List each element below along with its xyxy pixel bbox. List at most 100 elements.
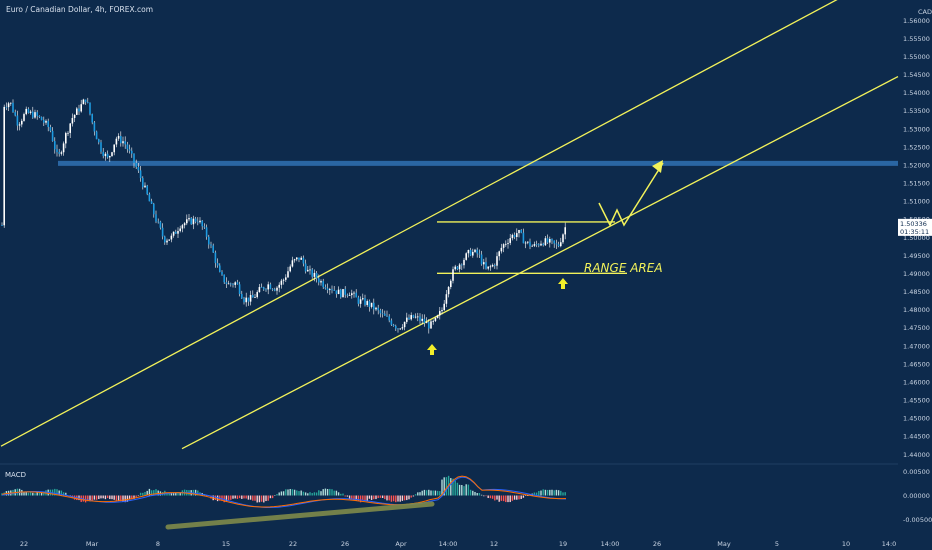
candle-body	[302, 257, 305, 264]
candle-body	[555, 243, 558, 245]
candle-body	[436, 315, 439, 318]
macd-histogram-bar	[348, 495, 351, 499]
candle-body	[289, 266, 291, 272]
candle-body	[29, 111, 32, 113]
candle-body	[353, 292, 355, 294]
candle-body	[164, 236, 166, 243]
macd-histogram-bar	[516, 495, 518, 500]
candle-body	[263, 287, 265, 290]
macd-histogram-bar	[465, 484, 467, 496]
macd-histogram-bar	[441, 479, 443, 496]
candle-body	[320, 281, 322, 283]
macd-histogram-bar	[1, 493, 3, 496]
candle-body	[269, 284, 272, 289]
macd-histogram-bar	[135, 495, 137, 497]
macd-histogram-bar	[106, 495, 109, 499]
candle-body	[192, 218, 195, 225]
candle-body	[80, 104, 82, 112]
candle-body	[397, 328, 399, 330]
signal-line	[1, 475, 567, 508]
candle-body	[408, 317, 410, 320]
macd-histogram-bar	[274, 495, 276, 496]
macd-histogram-bar	[386, 495, 388, 501]
candle-body	[65, 133, 67, 144]
macd-histogram-bar	[95, 495, 98, 500]
candle-body	[487, 266, 489, 269]
candle-body	[300, 257, 302, 260]
macd-histogram-bar	[225, 495, 228, 502]
candle-body	[535, 244, 538, 245]
macd-histogram-bar	[370, 495, 373, 500]
candle-body	[375, 307, 377, 310]
candle-body	[549, 238, 551, 243]
candle-body	[205, 227, 208, 237]
macd-histogram-bar	[280, 491, 283, 496]
macd-histogram-bar	[333, 490, 335, 496]
x-tick-label: Mar	[86, 540, 99, 548]
macd-histogram-bar	[197, 490, 199, 496]
candle-body	[520, 229, 522, 233]
candle-body	[21, 120, 23, 125]
macd-histogram-bar	[454, 480, 456, 496]
macd-histogram-bar	[487, 495, 489, 499]
macd-histogram-bar	[423, 489, 426, 496]
macd-histogram-bar	[150, 490, 153, 496]
candle-body	[122, 141, 124, 144]
macd-histogram-bar	[289, 488, 291, 496]
macd-histogram-bar	[82, 495, 85, 502]
range-area-label: RANGE AREA	[584, 261, 663, 275]
candle-body	[56, 149, 58, 153]
x-tick-label: Apr	[395, 540, 407, 548]
macd-histogram-bar	[153, 490, 155, 496]
candle-body	[425, 322, 428, 324]
candle-body	[104, 153, 107, 157]
candle-body	[91, 113, 93, 123]
candle-body	[199, 220, 201, 223]
y-tick-label: 1.51000	[903, 198, 930, 206]
candle-body	[190, 218, 192, 225]
macd-histogram-bar	[549, 489, 551, 496]
up-arrow-low	[427, 344, 437, 355]
candle-body	[509, 238, 511, 243]
macd-histogram-bar	[265, 495, 267, 502]
macd-histogram-bar	[117, 495, 120, 501]
candle-body	[243, 298, 245, 303]
candle-body	[379, 310, 382, 314]
macd-tick-label: 0.00500	[903, 468, 930, 476]
macd-histogram-bar	[478, 493, 481, 496]
macd-histogram-bar	[381, 495, 384, 499]
macd-histogram-bar	[329, 488, 331, 496]
macd-histogram-bar	[65, 492, 67, 496]
candle-body	[489, 266, 492, 268]
candle-body	[93, 122, 96, 132]
macd-histogram-bar	[401, 495, 404, 501]
candle-body	[318, 278, 320, 283]
macd-histogram-bar	[139, 492, 142, 496]
macd-divergence-line	[165, 501, 435, 530]
macd-histogram-bar	[223, 495, 225, 503]
candle-body	[483, 262, 485, 265]
macd-histogram-bar	[260, 495, 263, 502]
macd-histogram-bar	[293, 489, 296, 496]
candle-body	[395, 325, 397, 329]
y-tick-label: 1.44000	[903, 451, 930, 459]
macd-histogram-bar	[84, 495, 87, 503]
macd-histogram-bar	[353, 495, 355, 501]
candle-body	[307, 269, 309, 272]
macd-histogram-bar	[216, 495, 219, 502]
macd-histogram-bar	[56, 489, 58, 496]
macd-histogram-bar	[489, 495, 492, 499]
macd-histogram-bar	[144, 492, 146, 496]
candle-body	[144, 185, 146, 188]
macd-histogram-bar	[507, 495, 509, 503]
candle-body	[390, 320, 393, 325]
macd-histogram-bar	[249, 495, 252, 500]
candle-body	[278, 284, 280, 288]
candle-body	[188, 218, 190, 220]
candle-body	[518, 229, 520, 234]
macd-histogram-bar	[419, 492, 421, 496]
macd-histogram-bar	[390, 495, 393, 502]
candle-body	[139, 170, 142, 179]
candle-body	[208, 236, 210, 245]
candle-body	[542, 243, 544, 246]
